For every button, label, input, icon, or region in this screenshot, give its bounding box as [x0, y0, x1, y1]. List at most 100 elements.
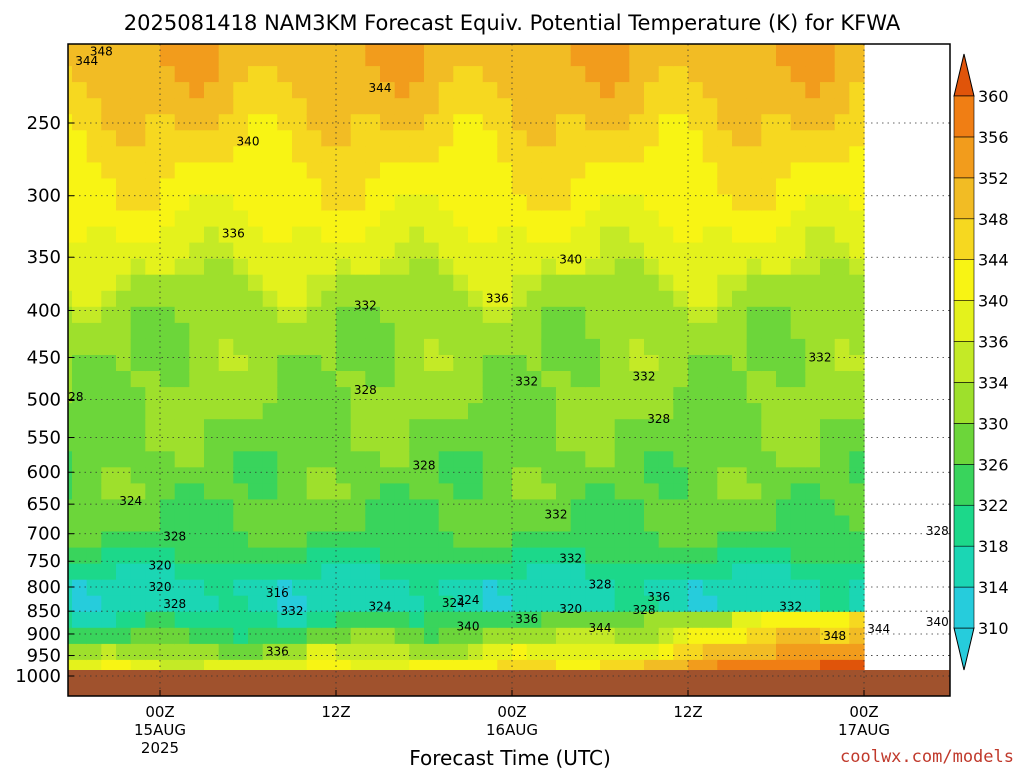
field-cell: [629, 467, 645, 484]
field-cell: [717, 338, 733, 356]
field-cell: [849, 130, 865, 147]
field-cell: [380, 579, 396, 597]
field-cell: [761, 355, 777, 372]
field-cell: [409, 451, 425, 468]
field-cell: [189, 547, 205, 565]
field-cell: [101, 371, 117, 388]
field-cell: [86, 579, 102, 597]
field-cell: [262, 242, 278, 260]
field-cell: [512, 322, 528, 340]
field-cell: [204, 82, 220, 99]
x-tick-label: 2025: [141, 739, 179, 757]
field-cell: [497, 290, 513, 308]
field-cell: [336, 611, 352, 629]
field-cell: [629, 338, 645, 356]
field-cell: [497, 403, 513, 420]
field-cell: [512, 226, 528, 244]
field-cell: [68, 210, 73, 228]
field-cell: [658, 306, 674, 324]
field-cell: [72, 483, 88, 501]
field-cell: [688, 627, 704, 645]
field-cell: [350, 371, 366, 388]
field-cell: [468, 387, 484, 404]
field-cell: [13, 50, 28, 67]
field-cell: [600, 306, 616, 324]
field-cell: [820, 547, 836, 565]
field-cell: [424, 114, 440, 131]
field-cell: [790, 130, 806, 147]
field-cell: [482, 210, 498, 228]
field-cell: [380, 194, 396, 212]
field-cell: [673, 114, 689, 131]
field-cell: [174, 643, 190, 661]
field-cell: [805, 451, 821, 468]
field-cell: [732, 194, 748, 212]
field-cell: [673, 146, 689, 163]
field-cell: [233, 82, 249, 99]
field-cell: [116, 338, 132, 356]
field-cell: [776, 274, 792, 292]
field-cell: [497, 162, 513, 180]
field-cell: [849, 611, 865, 629]
field-cell: [262, 579, 278, 597]
y-tick-label: 450: [27, 347, 61, 368]
field-cell: [482, 611, 498, 629]
field-cell: [409, 146, 425, 163]
field-cell: [233, 210, 249, 228]
field-cell: [233, 114, 249, 131]
field-cell: [233, 547, 249, 565]
field-cell: [512, 467, 528, 484]
field-cell: [512, 130, 528, 147]
field-cell: [0, 596, 14, 613]
field-cell: [644, 355, 660, 372]
field-cell: [614, 419, 630, 436]
field-cell: [673, 82, 689, 99]
field-cell: [277, 162, 293, 180]
field-cell: [600, 627, 616, 645]
field-cell: [336, 242, 352, 260]
field-cell: [277, 322, 293, 340]
field-cell: [614, 66, 630, 83]
field-cell: [512, 483, 528, 501]
field-cell: [394, 290, 410, 308]
field-cell: [380, 531, 396, 549]
field-cell: [526, 242, 542, 260]
field-cell: [277, 355, 293, 372]
field-cell: [600, 563, 616, 581]
field-cell: [482, 50, 498, 67]
field-cell: [160, 114, 176, 131]
field-cell: [409, 274, 425, 292]
field-cell: [145, 44, 161, 51]
field-cell: [438, 419, 454, 436]
field-cell: [776, 322, 792, 340]
field-cell: [424, 338, 440, 356]
field-cell: [262, 146, 278, 163]
y-tick-label: 650: [27, 494, 61, 515]
field-cell: [702, 322, 718, 340]
field-cell: [160, 306, 176, 324]
field-cell: [688, 130, 704, 147]
field-cell: [512, 387, 528, 404]
field-cell: [394, 371, 410, 388]
field-cell: [262, 371, 278, 388]
field-cell: [116, 162, 132, 180]
field-cell: [438, 435, 454, 452]
field-cell: [248, 50, 264, 67]
field-cell: [130, 595, 146, 613]
field-cell: [688, 210, 704, 228]
field-cell: [204, 178, 220, 196]
field-cell: [130, 194, 146, 212]
field-cell: [644, 547, 660, 565]
field-cell: [116, 515, 132, 533]
field-cell: [86, 435, 102, 452]
field-cell: [262, 355, 278, 372]
field-cell: [72, 50, 88, 67]
field-cell: [453, 50, 469, 67]
field-cell: [438, 579, 454, 597]
field-cell: [644, 242, 660, 260]
field-cell: [541, 82, 557, 99]
field-cell: [468, 595, 484, 613]
field-cell: [116, 130, 132, 147]
field-cell: [453, 242, 469, 260]
field-cell: [600, 435, 616, 452]
